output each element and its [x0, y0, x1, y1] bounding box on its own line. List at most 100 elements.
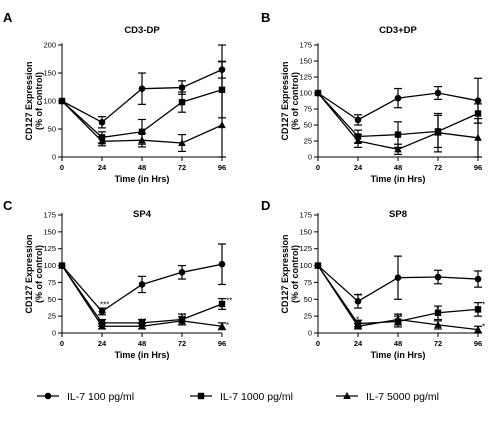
panel-letter: C [3, 198, 13, 213]
x-axis-label: Time (in Hrs) [371, 350, 426, 360]
x-tick-label: 48 [394, 163, 402, 172]
x-axis-label: Time (in Hrs) [115, 350, 170, 360]
x-tick-label: 72 [178, 163, 186, 172]
y-tick-label: 50 [48, 125, 56, 134]
data-point [354, 137, 362, 144]
significance-mark: * [226, 321, 229, 330]
x-tick-label: 48 [394, 339, 402, 348]
significance-mark: ** [100, 310, 106, 319]
y-axis-label: CD127 Expression [24, 61, 34, 140]
x-tick-label: 72 [178, 339, 186, 348]
significance-mark: ** [396, 312, 402, 321]
panel-letter: D [261, 198, 270, 213]
x-tick-label: 72 [434, 339, 442, 348]
y-axis-label: CD127 Expression [280, 234, 290, 313]
panel-title: CD3-DP [124, 25, 160, 36]
panel-letter: B [261, 10, 270, 25]
data-point [138, 322, 146, 330]
panel-title: SP8 [389, 209, 407, 220]
series-circle [314, 77, 482, 126]
panel-title: CD3+DP [379, 25, 417, 36]
data-point [178, 84, 186, 91]
y-tick-label: 0 [52, 329, 56, 338]
legend-marker-square [197, 392, 205, 400]
y-tick-label: 75 [48, 278, 56, 287]
x-tick-label: 0 [60, 163, 64, 172]
y-tick-label: 175 [299, 211, 312, 220]
significance-mark: ** [140, 317, 146, 326]
series-triangle [314, 261, 482, 334]
data-point [354, 298, 362, 305]
x-tick-label: 0 [60, 339, 64, 348]
data-point [138, 136, 146, 144]
chart-panel-d: D SP8 0 25 50 75 100 125 150 175 0 24 48 72 96 Time (in… [261, 198, 485, 360]
series-circle [58, 243, 226, 316]
x-tick-label: 48 [138, 339, 146, 348]
data-point [178, 269, 186, 276]
x-tick-label: 24 [354, 339, 363, 348]
data-point [394, 131, 402, 138]
data-point [218, 300, 226, 308]
y-tick-label: 75 [304, 278, 312, 287]
data-point [98, 308, 106, 315]
x-tick-label: 96 [218, 163, 226, 172]
y-tick-label: 0 [308, 153, 312, 162]
legend-label: IL-7 5000 pg/ml [366, 391, 439, 403]
data-point [314, 89, 322, 96]
chart-panel-b: B CD3+DP 0 25 50 75 100 125 150 175 0 24 48 72 96 Time … [261, 10, 482, 184]
x-tick-label: 0 [316, 163, 320, 172]
y-tick-label: 100 [299, 89, 312, 98]
data-point [178, 139, 186, 146]
y-tick-label: 150 [43, 227, 56, 236]
significance-mark: * [436, 305, 439, 314]
data-point [434, 128, 442, 136]
data-point [98, 137, 106, 145]
data-point [314, 261, 322, 269]
significance-mark: ** [180, 312, 186, 321]
data-point [474, 97, 482, 104]
data-point [354, 116, 362, 124]
x-tick-label: 96 [474, 163, 482, 172]
data-point [474, 133, 482, 141]
chart-panel-c: C SP4 0 25 50 75 100 125 150 175 0 24 48 72 96 Time (in… [3, 198, 232, 360]
panel-letter: A [3, 10, 13, 25]
x-axis-label: Time (in Hrs) [115, 174, 170, 184]
legend-label: IL-7 1000 pg/ml [220, 391, 293, 403]
y-tick-label: 50 [304, 295, 312, 304]
x-tick-label: 48 [138, 163, 146, 172]
data-point [58, 97, 66, 104]
legend-item: IL-7 5000 pg/ml [336, 391, 439, 403]
data-point [434, 89, 442, 97]
y-tick-label: 100 [43, 97, 56, 106]
series-circle [314, 255, 482, 309]
legend: IL-7 100 pg/ml IL-7 1000 pg/ml IL-7 5000 p… [37, 391, 439, 403]
series-triangle [58, 261, 226, 331]
data-point [474, 110, 482, 117]
data-point [394, 94, 402, 102]
y-tick-label: 150 [299, 227, 312, 236]
y-tick-label: 0 [52, 153, 56, 162]
y-tick-label: 0 [308, 329, 312, 338]
y-tick-label: 50 [48, 295, 56, 304]
data-point [354, 322, 362, 330]
y-tick-label: 100 [299, 261, 312, 270]
data-point [474, 306, 482, 313]
data-point [434, 273, 442, 281]
data-point [434, 320, 442, 328]
y-axis-label: (% of control) [290, 72, 300, 130]
data-point [218, 260, 226, 268]
series-circle [58, 60, 226, 129]
y-tick-label: 175 [299, 41, 312, 50]
y-tick-label: 200 [43, 41, 56, 50]
y-axis-label: CD127 Expression [24, 234, 34, 313]
data-point [178, 98, 186, 106]
significance-mark: ** [226, 297, 232, 306]
legend-item: IL-7 100 pg/ml [37, 391, 134, 403]
data-point [138, 281, 146, 288]
chart-panel-a: A CD3-DP 0 50 100 150 200 0 24 48 72 96 Time (in Hrs… [3, 10, 226, 184]
y-tick-label: 125 [43, 244, 56, 253]
legend-label: IL-7 100 pg/ml [67, 391, 134, 403]
y-tick-label: 125 [299, 244, 312, 253]
